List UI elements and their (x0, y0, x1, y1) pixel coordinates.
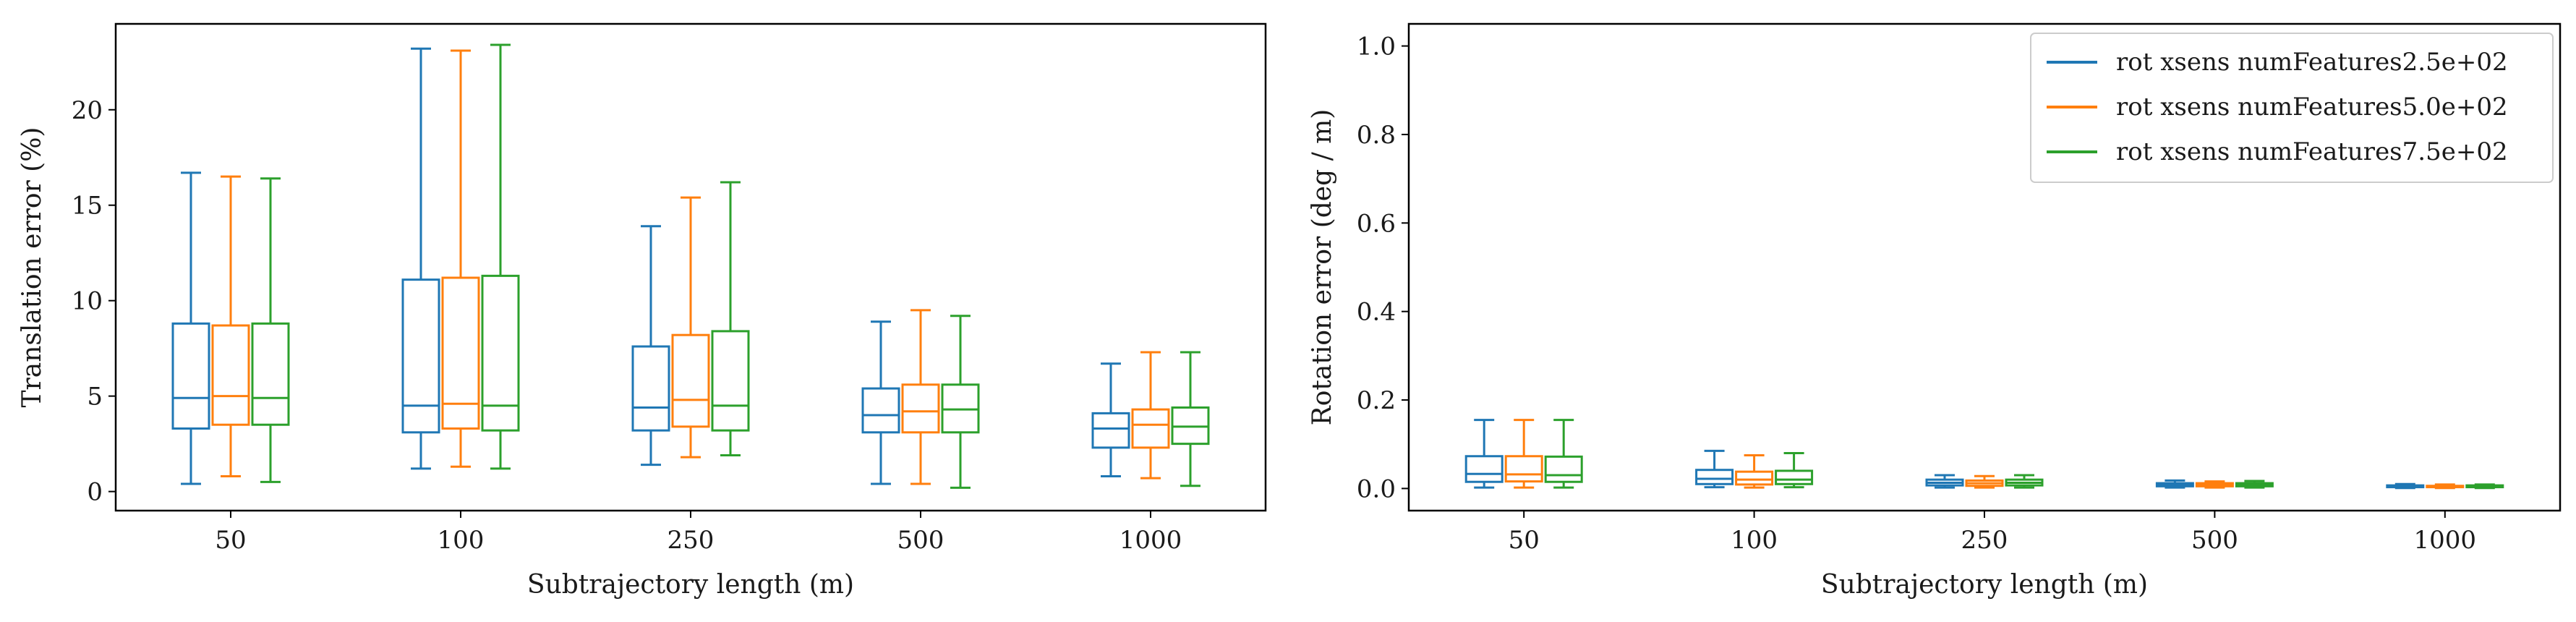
box-rotation-50-series-3 (1544, 419, 1583, 489)
legend-label-1: rot xsens numFeatures2.5e+02 (2116, 48, 2508, 77)
translation-error-panel: 0 5 10 15 20 50 100 250 500 1000 Subtrajectory len… (17, 22, 1267, 600)
box-body (1775, 469, 1814, 485)
x-tick-label: 500 (2191, 526, 2238, 555)
box-rotation-250-series-2 (1965, 474, 2004, 489)
y-tick-label: 0.2 (1357, 386, 1396, 415)
y-tick-label: 0.4 (1357, 298, 1396, 327)
box-translation-250-series-2 (671, 196, 710, 459)
box-body (1131, 408, 1170, 449)
y-tick-label: 20 (72, 96, 103, 125)
box-body (401, 278, 440, 434)
box-translation-100-series-2 (441, 49, 480, 468)
y-tick-label: 0 (87, 478, 103, 507)
y-tick-label: 10 (72, 287, 103, 316)
y-tick-label: 0.6 (1357, 209, 1396, 238)
box-rotation-500-series-2 (2195, 480, 2234, 489)
box-body (671, 333, 710, 428)
box-rotation-250-series-1 (1925, 474, 1964, 489)
box-translation-500-series-3 (941, 315, 980, 489)
box-translation-100-series-3 (481, 43, 520, 470)
box-rotation-500-series-3 (2235, 480, 2274, 489)
x-tick-label: 500 (897, 526, 944, 555)
box-rotation-250-series-3 (2005, 474, 2044, 489)
translation-y-axis-label: Translation error (%) (17, 127, 47, 408)
box-rotation-1000-series-2 (2426, 483, 2465, 490)
x-tick-label: 250 (1961, 526, 2008, 555)
box-body (211, 324, 250, 426)
x-tick-label: 100 (1731, 526, 1778, 555)
box-body (171, 322, 210, 430)
box-body (1735, 470, 1774, 486)
box-body (711, 330, 750, 432)
y-tick-label: 0.0 (1357, 474, 1396, 503)
legend-label-3: rot xsens numFeatures7.5e+02 (2116, 137, 2508, 166)
legend: rot xsens numFeatures2.5e+02 rot xsens nu… (2030, 33, 2554, 183)
box-body (251, 322, 290, 426)
box-body (1695, 469, 1734, 485)
box-translation-500-series-1 (861, 320, 900, 485)
box-rotation-100-series-3 (1775, 451, 1814, 489)
y-tick-label: 5 (87, 383, 103, 412)
x-tick-label: 250 (668, 526, 715, 555)
box-rotation-50-series-1 (1464, 419, 1504, 489)
box-translation-1000-series-1 (1091, 362, 1130, 477)
box-body (1091, 412, 1130, 449)
rotation-y-axis-label: Rotation error (deg / m) (1308, 109, 1337, 426)
y-tick-label: 0.8 (1357, 121, 1396, 150)
box-body (861, 387, 900, 434)
box-translation-50-series-1 (171, 171, 210, 485)
box-rotation-1000-series-1 (2386, 482, 2425, 490)
x-tick-label: 50 (215, 526, 246, 555)
legend-label-2: rot xsens numFeatures5.0e+02 (2116, 93, 2508, 122)
box-translation-50-series-3 (251, 177, 290, 483)
rotation-x-axis-label: Subtrajectory length (m) (1821, 570, 2148, 600)
y-tick-label: 15 (72, 192, 103, 221)
box-translation-250-series-1 (631, 225, 670, 466)
box-body (1544, 455, 1583, 483)
box-rotation-50-series-2 (1504, 419, 1543, 489)
box-translation-50-series-2 (211, 175, 250, 477)
box-rotation-100-series-1 (1695, 449, 1734, 489)
box-translation-1000-series-2 (1131, 351, 1170, 480)
box-body (1504, 455, 1543, 483)
box-body (441, 276, 480, 430)
x-tick-label: 1000 (2414, 526, 2477, 555)
box-rotation-1000-series-3 (2465, 483, 2504, 490)
rotation-error-panel: 0.0 0.2 0.4 0.6 0.8 1.0 50 100 250 500 1000 Subtraj… (1308, 22, 2562, 600)
box-translation-250-series-3 (711, 181, 750, 456)
x-tick-label: 1000 (1119, 526, 1182, 555)
box-translation-500-series-2 (901, 309, 940, 485)
x-tick-label: 100 (438, 526, 485, 555)
y-tick-label: 1.0 (1357, 33, 1396, 61)
box-rotation-100-series-2 (1735, 454, 1774, 489)
box-translation-1000-series-3 (1171, 351, 1210, 487)
translation-x-axis-label: Subtrajectory length (m) (527, 570, 854, 600)
box-body (1464, 455, 1504, 483)
box-body (481, 274, 520, 432)
box-translation-100-series-1 (401, 47, 440, 470)
legend-frame (2030, 33, 2554, 183)
box-body (901, 383, 940, 434)
box-rotation-500-series-1 (2155, 479, 2194, 489)
x-tick-label: 50 (1509, 526, 1540, 555)
box-body (631, 345, 670, 432)
